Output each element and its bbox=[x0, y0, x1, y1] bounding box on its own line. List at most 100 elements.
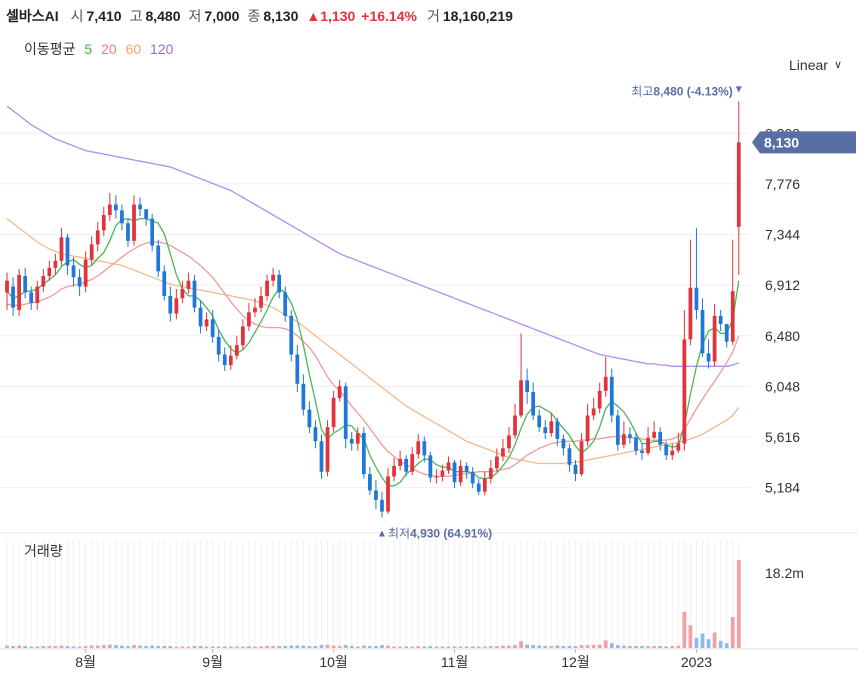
chevron-down-icon: ∨ bbox=[833, 59, 842, 71]
candle-body bbox=[525, 380, 529, 393]
candle-body bbox=[730, 291, 735, 342]
volume-bar bbox=[192, 646, 197, 648]
candle-body bbox=[410, 454, 415, 472]
volume-bar bbox=[543, 646, 548, 648]
volume-bar bbox=[434, 646, 439, 648]
candle-body bbox=[380, 499, 384, 512]
volume-bar bbox=[622, 645, 626, 648]
volume-bar bbox=[736, 560, 741, 648]
open-value: 7,410 bbox=[86, 8, 122, 24]
ma-120-legend[interactable]: 120 bbox=[150, 41, 174, 57]
volume-bar bbox=[289, 645, 294, 648]
ma-20-legend[interactable]: 20 bbox=[101, 41, 117, 57]
high-marker bbox=[735, 86, 742, 93]
volume-bar bbox=[706, 639, 711, 648]
candle-body bbox=[507, 435, 511, 449]
candle-body bbox=[259, 295, 263, 308]
candle-body bbox=[355, 433, 360, 444]
candle-body bbox=[204, 319, 209, 327]
volume-bar bbox=[488, 646, 493, 648]
volume-bar bbox=[476, 646, 481, 648]
candle-body bbox=[265, 280, 269, 296]
candle-body bbox=[301, 383, 306, 410]
volume-bar bbox=[452, 646, 457, 648]
candle-body bbox=[603, 376, 608, 391]
volume-bar bbox=[174, 646, 179, 648]
x-tick-label: 11월 bbox=[441, 654, 468, 670]
volume-bar bbox=[222, 646, 227, 648]
change-value: ▲1,130 bbox=[306, 8, 356, 24]
candle-body bbox=[488, 468, 493, 479]
candle-body bbox=[17, 274, 21, 310]
candle-body bbox=[434, 476, 439, 478]
volume-bar bbox=[120, 645, 124, 648]
candle-body bbox=[555, 421, 560, 439]
candle-body bbox=[234, 345, 239, 356]
candle-body bbox=[482, 478, 487, 492]
candle-body bbox=[307, 409, 312, 428]
volume-bar bbox=[228, 646, 233, 648]
candle-body bbox=[537, 415, 542, 428]
volume-bar bbox=[107, 644, 112, 648]
volume-max-label: 18.2m bbox=[765, 565, 804, 581]
volume-bar bbox=[700, 633, 705, 648]
candle-body bbox=[289, 315, 294, 355]
candle-body bbox=[591, 408, 596, 416]
current-price-tag bbox=[752, 131, 856, 154]
volume-panel-title: 거래량 bbox=[24, 543, 63, 559]
candle-body bbox=[652, 431, 656, 438]
ma-60-legend[interactable]: 60 bbox=[125, 41, 142, 57]
candle-body bbox=[107, 204, 112, 216]
scale-selector-label: Linear bbox=[789, 57, 828, 73]
candle-body bbox=[23, 276, 28, 293]
candle-body bbox=[337, 386, 342, 398]
volume-bar bbox=[53, 646, 58, 648]
volume-bar bbox=[386, 645, 390, 648]
candle-body bbox=[670, 450, 675, 456]
candle-body bbox=[71, 265, 76, 278]
volume-bar bbox=[132, 645, 136, 648]
candle-body bbox=[688, 287, 693, 340]
volume-bar bbox=[277, 646, 282, 648]
candle-body bbox=[198, 307, 203, 327]
volume-bar bbox=[295, 645, 300, 648]
candle-body bbox=[247, 312, 251, 327]
volume-bar bbox=[265, 646, 269, 648]
volume-bar bbox=[561, 646, 566, 648]
volume-bar bbox=[712, 632, 717, 648]
candle-body bbox=[186, 280, 191, 289]
volume-bar bbox=[5, 645, 9, 648]
volume-bar bbox=[241, 646, 245, 648]
volume-bar bbox=[313, 646, 318, 648]
volume-bar bbox=[180, 646, 185, 648]
volume-bar bbox=[658, 646, 663, 648]
volume-bar bbox=[416, 646, 421, 648]
volume-bar bbox=[676, 645, 681, 648]
volume-bar bbox=[591, 645, 596, 648]
candle-body bbox=[676, 443, 681, 451]
current-price-label: 8,130 bbox=[764, 134, 799, 150]
x-tick-label: 8월 bbox=[75, 654, 96, 670]
y-tick-label: 5,616 bbox=[765, 429, 800, 445]
candle-body bbox=[180, 288, 185, 299]
ma-5-legend[interactable]: 5 bbox=[84, 41, 93, 57]
candle-body bbox=[682, 339, 687, 444]
candle-body bbox=[95, 230, 100, 245]
volume-bar bbox=[495, 646, 499, 648]
candle-body bbox=[53, 260, 58, 268]
low-note: 최저4,930 (64.91%) bbox=[388, 526, 492, 540]
y-tick-label: 7,776 bbox=[765, 176, 800, 192]
volume-bar bbox=[198, 646, 203, 648]
candle-body bbox=[718, 315, 723, 325]
candle-body bbox=[228, 355, 233, 366]
volume-bar bbox=[470, 646, 475, 648]
candle-body bbox=[597, 390, 602, 409]
candle-body bbox=[622, 434, 626, 445]
candle-body bbox=[222, 354, 227, 366]
volume-bar bbox=[11, 646, 15, 648]
close-value: 8,130 bbox=[263, 8, 299, 24]
scale-selector[interactable]: Linear ∨ bbox=[789, 57, 842, 73]
volume-bar bbox=[150, 645, 155, 648]
candle-body bbox=[422, 441, 427, 456]
